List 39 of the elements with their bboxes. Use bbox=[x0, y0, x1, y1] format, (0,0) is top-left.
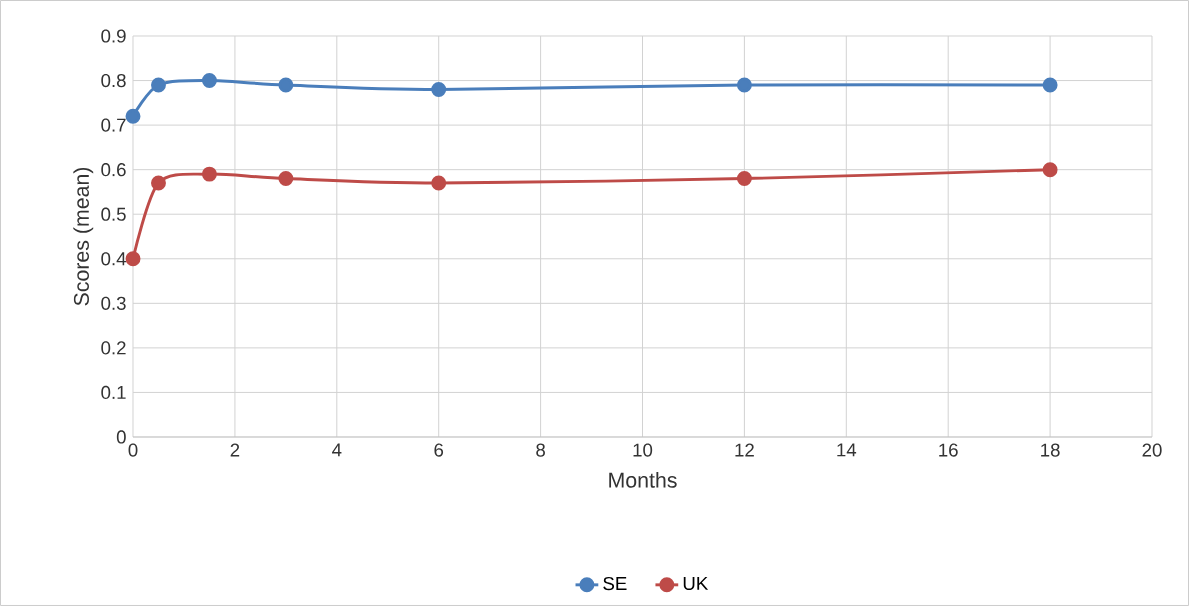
point bbox=[1042, 162, 1058, 178]
point bbox=[431, 175, 447, 191]
x-axis-title: Months bbox=[609, 472, 677, 488]
point bbox=[125, 251, 141, 267]
point bbox=[201, 73, 217, 89]
legend-label: SE bbox=[603, 576, 627, 591]
point bbox=[278, 77, 294, 93]
legend-label: UK bbox=[683, 577, 709, 591]
x-tick-label: 16 bbox=[939, 443, 958, 457]
x-tick-label: 2 bbox=[230, 443, 240, 457]
x-tick-label: 4 bbox=[332, 443, 342, 457]
x-tick-label: 14 bbox=[837, 443, 857, 457]
point bbox=[151, 77, 166, 93]
x-tick-label: 10 bbox=[633, 443, 653, 457]
y-tick-label: 0.1 bbox=[101, 385, 126, 400]
y-tick-label: 0.7 bbox=[101, 118, 126, 132]
x-tick-label: 8 bbox=[536, 443, 545, 457]
x-tick-label: 6 bbox=[434, 443, 444, 457]
point bbox=[151, 175, 166, 191]
point bbox=[736, 171, 752, 187]
y-axis-title: Scores (mean) bbox=[73, 167, 94, 306]
point bbox=[736, 77, 752, 93]
x-tick-label: 12 bbox=[735, 443, 754, 457]
y-tick-label: 0.9 bbox=[101, 29, 126, 43]
y-tick-label: 0.6 bbox=[101, 163, 126, 177]
y-tick-label: 0.8 bbox=[101, 73, 126, 88]
point bbox=[431, 82, 447, 97]
point bbox=[201, 166, 217, 182]
y-tick-label: 0.2 bbox=[101, 341, 126, 355]
point bbox=[125, 108, 141, 124]
y-tick-label: 0.5 bbox=[101, 207, 126, 221]
point bbox=[1042, 77, 1058, 93]
y-tick-label: 0.3 bbox=[101, 296, 126, 310]
y-tick-label: 0 bbox=[116, 430, 126, 444]
x-tick-label: 18 bbox=[1041, 443, 1060, 457]
x-tick-label: 20 bbox=[1142, 443, 1162, 457]
y-tick-label: 0.4 bbox=[101, 252, 126, 266]
x-tick-label: 0 bbox=[128, 443, 138, 457]
point bbox=[278, 171, 294, 187]
